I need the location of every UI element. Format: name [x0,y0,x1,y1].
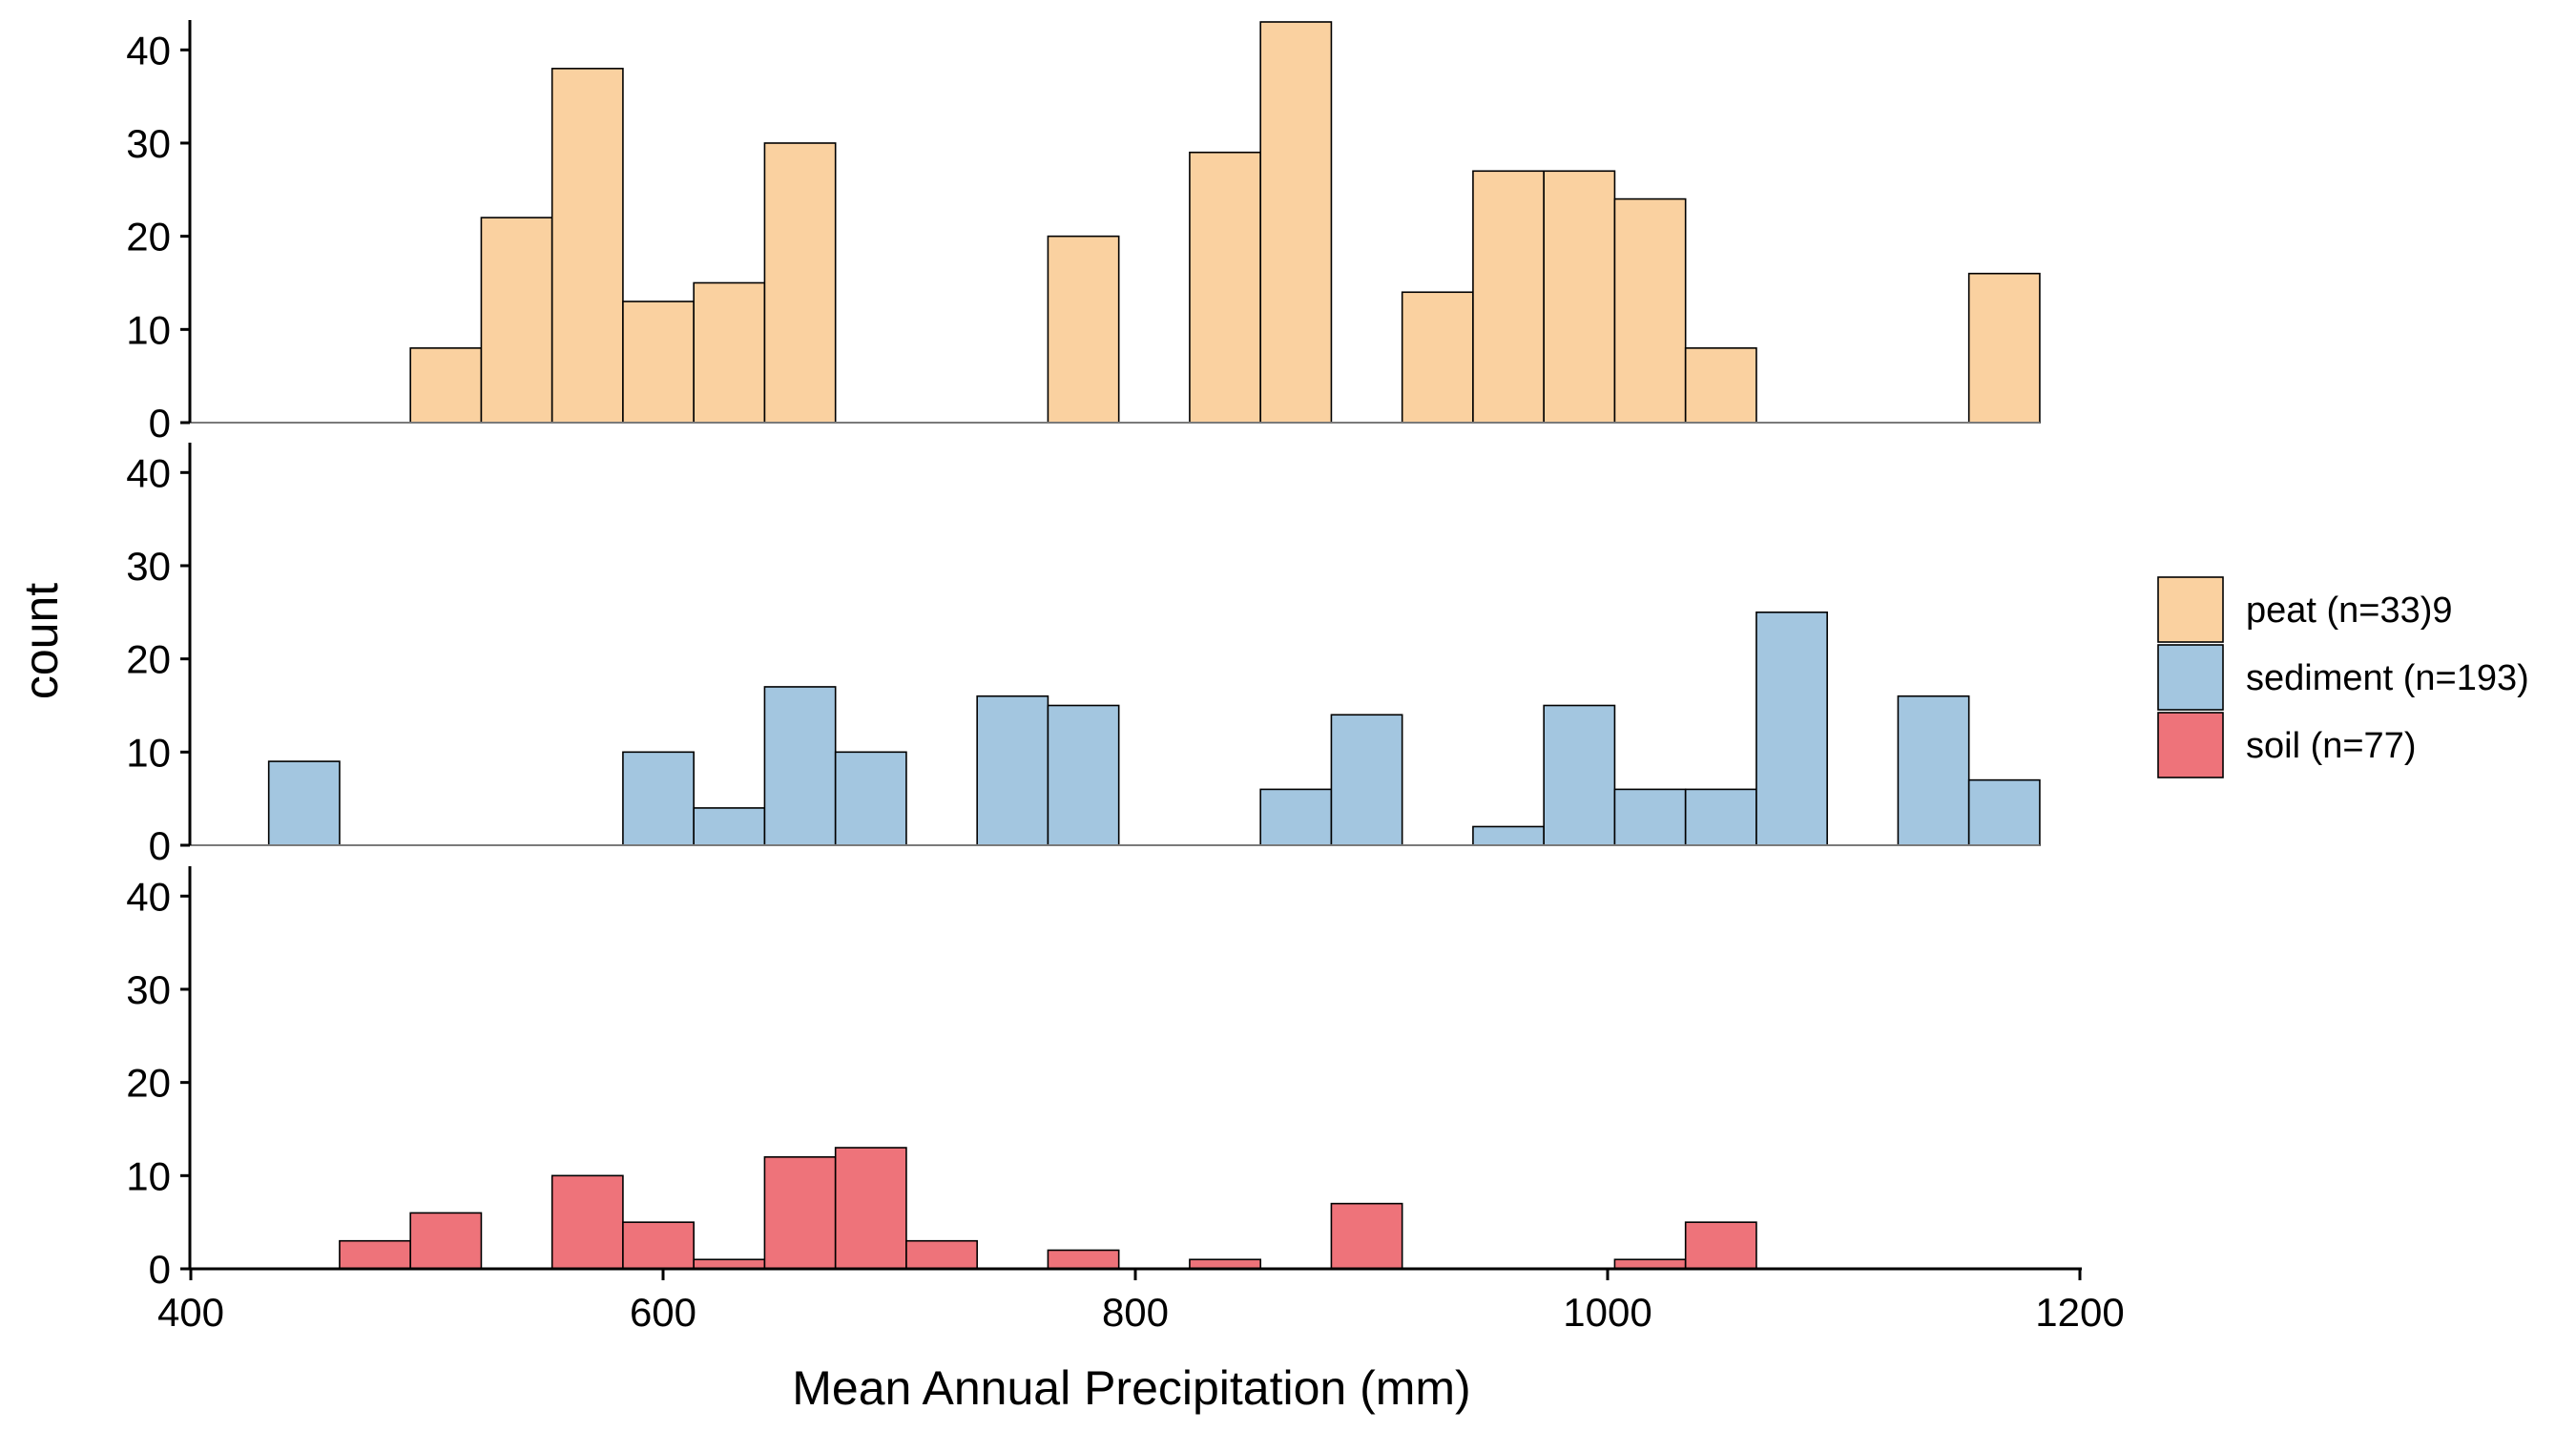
soil-histogram-bar [905,1239,978,1270]
peat-histogram-bar [409,347,483,424]
legend-item-peat: peat (n=33)9 [2157,576,2453,643]
panel-peat: 0 10 20 30 40 [126,20,2041,446]
y-tick-label: 30 [126,967,171,1012]
x-tick-label: 1000 [1563,1290,1652,1335]
legend-item-sediment: sediment (n=193) [2157,644,2529,711]
sediment-histogram-bar [1613,788,1687,846]
x-tick-label: 400 [157,1290,224,1335]
sediment-histogram-bar [267,760,341,846]
soil-histogram-bar [1330,1202,1403,1270]
sediment-histogram-bar [1967,778,2041,846]
legend: peat (n=33)9 sediment (n=193) soil (n=77) [2157,576,2529,778]
soil-histogram-bar [409,1212,483,1270]
peat-histogram-bar [1684,347,1757,424]
sediment-histogram-bar [693,807,766,846]
soil-histogram-bar [763,1155,837,1270]
sediment-histogram-bar [1543,704,1616,846]
sediment-histogram-bar [1047,704,1120,846]
sediment-histogram-bar [834,751,907,846]
y-tick-label: 20 [126,637,171,682]
y-tick-label: 10 [126,1153,171,1198]
legend-key [2157,644,2224,711]
soil-histogram-bar [622,1221,695,1270]
sediment-histogram-bar [976,695,1049,846]
sediment-histogram-bar [622,751,695,846]
sediment-histogram-bar [1259,788,1333,846]
legend-key [2157,576,2224,643]
legend-label: soil (n=77) [2246,726,2416,766]
y-tick-label: 40 [126,874,171,919]
x-tick-label: 800 [1102,1290,1169,1335]
peat-histogram-bar [1543,170,1616,424]
peat-histogram-bar [1967,272,2041,424]
y-tick-label: 40 [126,28,171,73]
peat-histogram-bar [693,281,766,424]
peat-histogram-bar [1189,151,1261,424]
peat-histogram-bar [1401,291,1474,424]
y-tick-label: 10 [126,307,171,352]
y-tick-label: 0 [149,823,171,868]
legend-label: peat (n=33)9 [2246,591,2453,631]
legend-item-soil: soil (n=77) [2157,712,2416,778]
panel-sediment: 0 10 20 30 40 [126,443,2041,868]
panel-soil: 0 10 20 30 40 [126,866,1757,1292]
y-tick-label: 20 [126,215,171,259]
peat-histogram-bar [551,68,624,424]
peat-histogram-bar [1472,170,1545,424]
y-tick-label: 20 [126,1061,171,1106]
sediment-histogram-bar [1684,788,1757,846]
peat-histogram-bar [480,217,553,424]
soil-histogram-bar [339,1239,411,1270]
sediment-histogram-bar [1472,825,1545,846]
sediment-histogram-bar [1755,612,1828,846]
peat-histogram-bar [622,301,695,424]
x-tick-label: 1200 [2035,1290,2124,1335]
soil-histogram-bar [1047,1249,1120,1270]
y-tick-label: 40 [126,450,171,495]
y-tick-label: 0 [149,401,171,446]
x-axis: 400 600 800 1000 1200 [157,1267,2125,1335]
legend-key [2157,712,2224,778]
y-tick-label: 0 [149,1247,171,1292]
y-axis-title: count [14,583,68,699]
soil-histogram-bar [1684,1221,1757,1270]
sediment-histogram-bar [1897,695,1970,846]
x-axis-title: Mean Annual Precipitation (mm) [792,1361,1470,1415]
y-tick-label: 30 [126,121,171,166]
soil-histogram-bar [834,1147,907,1270]
y-tick-label: 30 [126,544,171,589]
sediment-histogram-bar [763,686,837,846]
peat-histogram-bar [1047,235,1120,424]
peat-histogram-bar [1613,197,1687,424]
y-tick-label: 10 [126,730,171,775]
peat-histogram-bar [763,142,837,424]
legend-label: sediment (n=193) [2246,658,2529,698]
sediment-histogram-bar [1330,714,1403,846]
peat-histogram-bar [1259,21,1333,424]
soil-histogram-bar [551,1174,624,1270]
x-tick-label: 600 [630,1290,696,1335]
